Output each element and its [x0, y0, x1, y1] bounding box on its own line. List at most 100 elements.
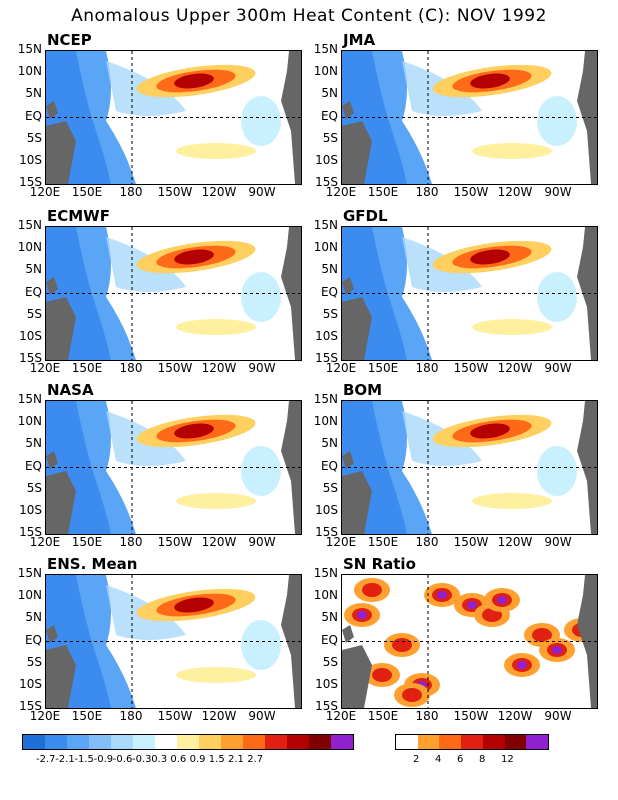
latitude-tick-label: 15S — [315, 175, 338, 189]
longitude-tick-label: 180 — [415, 185, 439, 199]
latitude-tick-label: 15S — [19, 351, 42, 365]
latitude-tick-label: 15S — [19, 175, 42, 189]
colorbar-swatch — [526, 735, 548, 749]
longitude-tick-label: 90W — [544, 709, 572, 723]
longitude-tick-label: 150E — [367, 361, 399, 375]
longitude-tick-label: 120W — [201, 709, 237, 723]
longitude-tick-label: 150W — [453, 361, 489, 375]
latitude-tick-label: 10S — [315, 152, 338, 167]
longitude-tick-label: 180 — [415, 709, 439, 723]
colorbar-swatch — [155, 735, 177, 749]
colorbar-swatch — [504, 735, 527, 749]
latitude-tick-label: 10N — [313, 414, 338, 429]
latitude-tick-label: 15N — [17, 218, 42, 232]
colorbar-tick-label: 0.9 — [189, 754, 206, 765]
longitude-tick-label: 120W — [201, 185, 237, 199]
latitude-tick-label: 5S — [322, 306, 338, 321]
colorbar-tick-label: 0.3 — [151, 754, 168, 765]
longitude-tick-label: 150E — [71, 185, 103, 199]
colorbar-swatch — [89, 735, 111, 749]
longitude-tick-label: 120E — [325, 361, 357, 375]
latitude-tick-label: 15N — [17, 392, 42, 406]
latitude-tick-label: 15S — [19, 525, 42, 539]
longitude-tick-label: 90W — [248, 361, 276, 375]
latitude-tick-label: 15N — [313, 392, 338, 406]
panel-title: NCEP — [47, 31, 92, 49]
longitude-tick-label: 90W — [544, 185, 572, 199]
longitude-tick-label: 150W — [453, 709, 489, 723]
figure-title: Anomalous Upper 300m Heat Content (C): N… — [71, 6, 547, 26]
latitude-tick-label: 10N — [313, 588, 338, 603]
longitude-tick-label: 120E — [29, 185, 61, 199]
colorbar-swatch — [45, 735, 67, 749]
anomaly-map — [45, 226, 302, 361]
colorbar-swatch — [287, 735, 309, 749]
colorbar-tick-label: 8 — [479, 754, 486, 765]
longitude-tick-label: 150E — [71, 535, 103, 549]
latitude-tick-label: 5N — [25, 262, 42, 277]
panel-title: SN Ratio — [343, 555, 416, 573]
colorbar-tick-label: -2.7 — [36, 754, 56, 765]
latitude-tick-label: 10N — [313, 240, 338, 255]
anomaly-map — [45, 400, 302, 535]
anomaly-map — [341, 574, 598, 709]
longitude-tick-label: 120W — [497, 709, 533, 723]
colorbar-swatch — [461, 735, 483, 749]
longitude-tick-label: 180 — [119, 361, 143, 375]
latitude-tick-label: 15S — [315, 699, 338, 713]
longitude-tick-label: 120W — [201, 535, 237, 549]
anomaly-map — [45, 50, 302, 185]
anomaly-map — [341, 50, 598, 185]
latitude-tick-label: 10S — [19, 328, 42, 343]
anomaly-map — [341, 400, 598, 535]
latitude-tick-label: 5N — [321, 86, 338, 101]
colorbar-tick-label: -1.5 — [74, 754, 94, 765]
longitude-tick-label: 150W — [157, 709, 193, 723]
longitude-tick-label: 150W — [453, 535, 489, 549]
longitude-tick-label: 150E — [71, 709, 103, 723]
latitude-tick-label: 5S — [322, 130, 338, 145]
colorbar-swatch — [309, 735, 331, 749]
longitude-tick-label: 120E — [29, 709, 61, 723]
latitude-tick-label: 5S — [322, 480, 338, 495]
colorbar-tick-label: -0.6 — [112, 754, 133, 765]
longitude-tick-label: 150W — [157, 535, 193, 549]
longitude-tick-label: 180 — [415, 535, 439, 549]
latitude-tick-label: 10N — [17, 414, 42, 429]
latitude-tick-label: 15N — [17, 566, 42, 580]
latitude-tick-label: 5N — [321, 610, 338, 625]
longitude-tick-label: 120E — [325, 185, 357, 199]
latitude-tick-label: 10S — [19, 502, 42, 517]
latitude-tick-label: 15N — [313, 566, 338, 580]
colorbar-swatch — [221, 735, 243, 749]
longitude-tick-label: 150W — [157, 361, 193, 375]
panel-title: JMA — [343, 31, 376, 49]
colorbar-swatch — [111, 735, 133, 749]
latitude-tick-label: 10N — [17, 64, 42, 79]
panel-title: ECMWF — [47, 207, 110, 225]
latitude-tick-label: 10S — [315, 676, 338, 691]
longitude-tick-label: 180 — [415, 361, 439, 375]
colorbar-swatch — [396, 735, 418, 749]
longitude-tick-label: 90W — [248, 535, 276, 549]
colorbar-swatch — [265, 735, 287, 749]
colorbar-swatch — [177, 735, 199, 749]
colorbar-tick-label: 12 — [501, 754, 514, 765]
colorbar-swatch — [417, 735, 440, 749]
latitude-tick-label: 15N — [17, 42, 42, 56]
colorbar-tick-label: 1.5 — [208, 754, 225, 765]
latitude-tick-label: EQ — [24, 108, 42, 123]
latitude-tick-label: EQ — [320, 632, 338, 647]
latitude-tick-label: 5N — [321, 436, 338, 451]
longitude-tick-label: 120W — [497, 535, 533, 549]
colorbar-swatch — [199, 735, 221, 749]
colorbar-swatch — [23, 735, 45, 749]
panel-title: BOM — [343, 381, 383, 399]
longitude-tick-label: 120W — [201, 361, 237, 375]
longitude-tick-label: 120W — [497, 185, 533, 199]
colorbar-swatch — [439, 735, 462, 749]
longitude-tick-label: 150E — [71, 361, 103, 375]
latitude-tick-label: 5N — [321, 262, 338, 277]
longitude-tick-label: 150W — [453, 185, 489, 199]
latitude-tick-label: EQ — [24, 632, 42, 647]
